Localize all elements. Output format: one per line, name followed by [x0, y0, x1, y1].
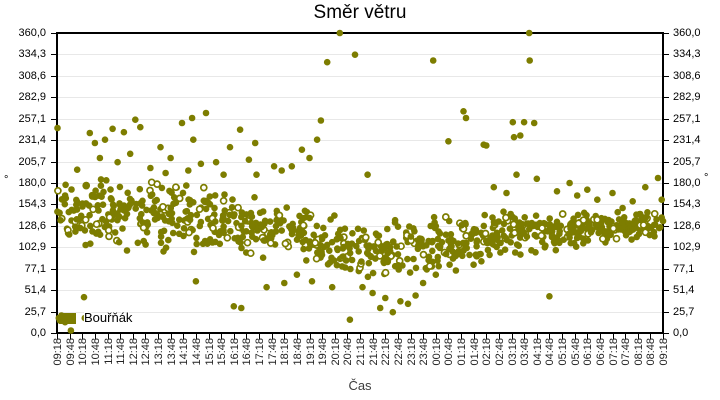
x-tick-label: 18:48	[291, 338, 304, 366]
x-tick-label: 20:18	[329, 338, 342, 366]
x-tick-label: 09:18	[51, 338, 64, 366]
x-tick-label: 19:18	[304, 338, 317, 366]
x-tick-label: 02:18	[480, 338, 493, 366]
y-tick-label: 360,0	[673, 26, 701, 39]
y-tick-label: 51,4	[24, 283, 46, 296]
x-tick-label: 11:18	[102, 338, 115, 365]
y-tick-label: 128,6	[673, 219, 701, 232]
y-tick-label: 180,0	[18, 176, 46, 189]
y-axis-unit-right: °	[704, 172, 709, 184]
x-tick-label: 02:48	[493, 338, 506, 366]
x-tick-label: 21:48	[367, 338, 380, 366]
x-tick-label: 18:18	[278, 338, 291, 366]
series-bournak-points	[54, 29, 667, 334]
x-tick-label: 10:18	[76, 338, 89, 366]
x-tick-label: 23:48	[417, 338, 430, 366]
x-tick-label: 03:18	[506, 338, 519, 366]
x-tick-label: 20:48	[341, 338, 354, 366]
x-tick-label: 08:48	[644, 338, 657, 366]
x-tick-label: 16:48	[240, 338, 253, 366]
y-tick-label: 282,9	[673, 90, 701, 103]
x-tick-label: 17:48	[266, 338, 279, 366]
x-tick-label: 14:18	[177, 338, 190, 366]
y-tick-label: 25,7	[24, 305, 46, 318]
x-tick-label: 04:48	[543, 338, 556, 366]
x-tick-label: 04:18	[531, 338, 544, 366]
y-tick-label: 154,3	[673, 197, 701, 210]
legend-label-bournak: Bouřňák	[84, 310, 133, 325]
y-tick-label: 180,0	[673, 176, 701, 189]
y-tick-label: 51,4	[673, 283, 695, 296]
y-tick-label: 231,4	[18, 133, 46, 146]
x-tick-label: 11:48	[114, 338, 127, 365]
x-tick-label: 13:48	[165, 338, 178, 366]
x-tick-label: 08:18	[632, 338, 645, 366]
y-tick-label: 334,3	[18, 47, 46, 60]
y-tick-label: 0,0	[30, 326, 46, 339]
y-tick-label: 102,9	[673, 240, 701, 253]
x-tick-label: 21:18	[354, 338, 367, 366]
y-tick-label: 308,6	[673, 69, 701, 82]
x-tick-label: 09:18	[657, 338, 670, 366]
y-tick-label: 154,3	[18, 197, 46, 210]
y-tick-label: 77,1	[24, 262, 46, 275]
x-tick-label: 17:18	[253, 338, 266, 366]
y-tick-label: 128,6	[18, 219, 46, 232]
y-tick-label: 257,1	[673, 112, 701, 125]
y-tick-label: 308,6	[18, 69, 46, 82]
y-tick-label: 205,7	[18, 155, 46, 168]
x-tick-label: 14:48	[190, 338, 203, 366]
x-tick-label: 07:18	[607, 338, 620, 366]
x-tick-label: 07:48	[619, 338, 632, 366]
x-tick-label: 01:18	[455, 338, 468, 366]
x-tick-label: 05:48	[569, 338, 582, 366]
y-tick-label: 231,4	[673, 133, 701, 146]
x-tick-label: 22:48	[392, 338, 405, 366]
x-tick-label: 15:48	[215, 338, 228, 366]
x-tick-label: 12:18	[127, 338, 140, 366]
y-axis-unit-left: °	[4, 174, 9, 186]
y-tick-label: 257,1	[18, 112, 46, 125]
y-axis-labels-right: 0,0 25,7 51,4 77,1 102,9 128,6 154,3 180,0 205,7…	[669, 0, 719, 400]
x-tick-label: 13:18	[152, 338, 165, 366]
x-tick-label: 23:18	[405, 338, 418, 366]
x-tick-label: 05:18	[556, 338, 569, 366]
y-axis-labels-left: 0,0 25,7 51,4 77,1 102,9 128,6 154,3 180,0 205,7…	[0, 0, 51, 400]
x-tick-label: 16:18	[228, 338, 241, 366]
y-tick-label: 0,0	[673, 326, 689, 339]
chart-title: Směr větru	[313, 2, 407, 23]
x-tick-label: 06:18	[581, 338, 594, 366]
x-tick-label: 09:48	[64, 338, 77, 366]
x-tick-label: 06:48	[594, 338, 607, 366]
y-tick-label: 77,1	[673, 262, 695, 275]
y-tick-label: 25,7	[673, 305, 695, 318]
y-tick-label: 102,9	[18, 240, 46, 253]
x-tick-label: 15:18	[203, 338, 216, 366]
x-tick-label: 00:18	[430, 338, 443, 366]
x-tick-label: 19:48	[316, 338, 329, 366]
x-tick-label: 01:48	[468, 338, 481, 366]
x-tick-label: 10:48	[89, 338, 102, 366]
x-tick-label: 12:48	[139, 338, 152, 366]
y-tick-label: 360,0	[18, 26, 46, 39]
x-axis-title: Čas	[348, 378, 372, 393]
y-tick-label: 334,3	[673, 47, 701, 60]
x-tick-label: 00:48	[442, 338, 455, 366]
x-tick-label: 03:48	[518, 338, 531, 366]
y-tick-label: 282,9	[18, 90, 46, 103]
x-tick-label: 22:18	[379, 338, 392, 366]
y-tick-label: 205,7	[673, 155, 701, 168]
